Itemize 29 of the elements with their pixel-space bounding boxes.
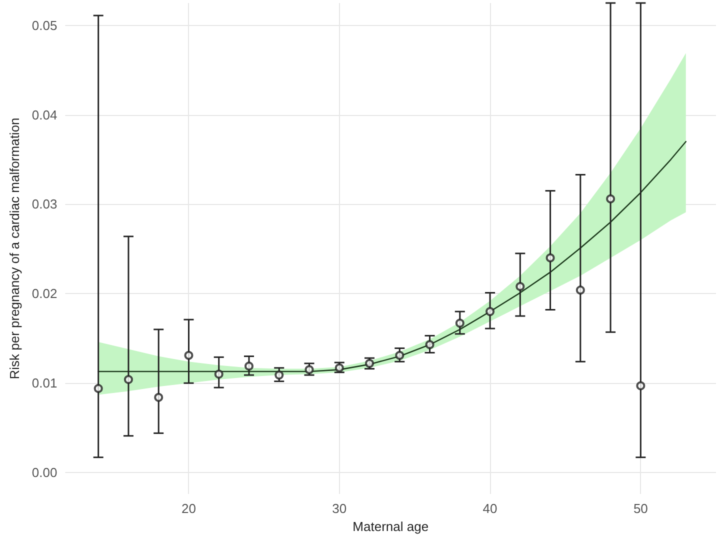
y-tick-label: 0.02 (32, 286, 58, 302)
point (184, 350, 194, 360)
y-tick-label: 0.03 (32, 196, 58, 212)
point (274, 370, 284, 380)
y-tick-label: 0.00 (32, 465, 58, 480)
y-axis-title: Risk per pregnancy of a cardiac malformation (7, 118, 22, 380)
point (636, 381, 646, 390)
point (304, 365, 314, 374)
point (486, 307, 495, 316)
y-tick-label: 0.04 (32, 107, 58, 122)
y-tick-label: 0.01 (32, 376, 58, 391)
point (124, 375, 133, 384)
point (606, 194, 616, 204)
x-tick-label: 20 (182, 501, 196, 516)
point (395, 350, 404, 360)
x-tick-label: 50 (633, 501, 648, 516)
x-axis-title: Maternal age (352, 519, 429, 534)
point (546, 253, 555, 262)
x-tick-label: 30 (332, 501, 347, 516)
point (455, 318, 464, 328)
point (214, 370, 224, 379)
x-tick-label: 40 (482, 501, 498, 516)
point (94, 384, 103, 393)
point (154, 392, 164, 402)
point (516, 282, 525, 292)
point (425, 340, 434, 350)
point (576, 286, 585, 295)
point (244, 362, 254, 371)
y-tick-label: 0.05 (32, 18, 58, 33)
